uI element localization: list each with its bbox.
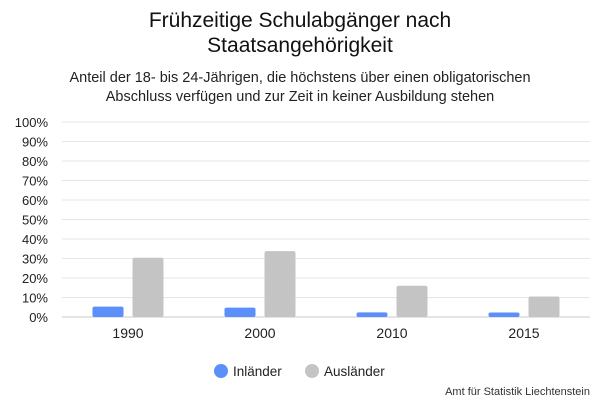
bar-auslaender-2015[interactable] [528, 296, 560, 317]
legend-label-auslaender: Ausländer [324, 364, 385, 379]
legend-item-auslaender[interactable]: Ausländer [305, 364, 385, 379]
y-tick-label: 70% [22, 174, 48, 189]
bars [92, 251, 560, 317]
x-tick-label: 2010 [376, 325, 407, 341]
y-tick-label: 20% [22, 271, 48, 286]
y-tick-label: 80% [22, 154, 48, 169]
y-tick-label: 90% [22, 135, 48, 150]
legend-swatch-auslaender [305, 364, 319, 378]
y-tick-label: 50% [22, 213, 48, 228]
y-tick-label: 40% [22, 232, 48, 247]
y-axis: 0% 10% 20% 30% 40% 50% 60% 70% 80% 90% 100% [15, 115, 49, 325]
y-tick-label: 100% [15, 115, 49, 130]
bar-inlaender-2010[interactable] [356, 312, 388, 317]
y-tick-label: 30% [22, 252, 48, 267]
x-tick-label: 2015 [508, 325, 539, 341]
legend-item-inlaender[interactable]: Inländer [214, 364, 282, 379]
bar-inlaender-1990[interactable] [92, 306, 124, 317]
chart-subtitle-line-1: Anteil der 18- bis 24-Jährigen, die höch… [69, 70, 530, 86]
y-tick-label: 0% [29, 310, 48, 325]
chart-subtitle-line-2: Abschluss verfügen und zur Zeit in keine… [106, 89, 495, 105]
bar-inlaender-2000[interactable] [224, 307, 256, 317]
x-tick-label: 2000 [244, 325, 275, 341]
bar-auslaender-1990[interactable] [132, 257, 164, 317]
legend-label-inlaender: Inländer [233, 364, 282, 379]
x-axis: 1990 2000 2010 2015 [112, 325, 539, 341]
chart-title-line-2: Staatsangehörigkeit [207, 34, 393, 57]
y-tick-label: 10% [22, 291, 48, 306]
bar-inlaender-2015[interactable] [488, 312, 520, 317]
chart-title-line-1: Frühzeitige Schulabgänger nach [149, 9, 451, 32]
y-tick-label: 60% [22, 193, 48, 208]
legend-swatch-inlaender [214, 364, 228, 378]
bar-auslaender-2010[interactable] [396, 285, 428, 317]
x-tick-label: 1990 [112, 325, 143, 341]
source-credit: Amt für Statistik Liechtenstein [445, 386, 590, 398]
bar-auslaender-2000[interactable] [264, 251, 296, 317]
legend: Inländer Ausländer [214, 364, 385, 379]
